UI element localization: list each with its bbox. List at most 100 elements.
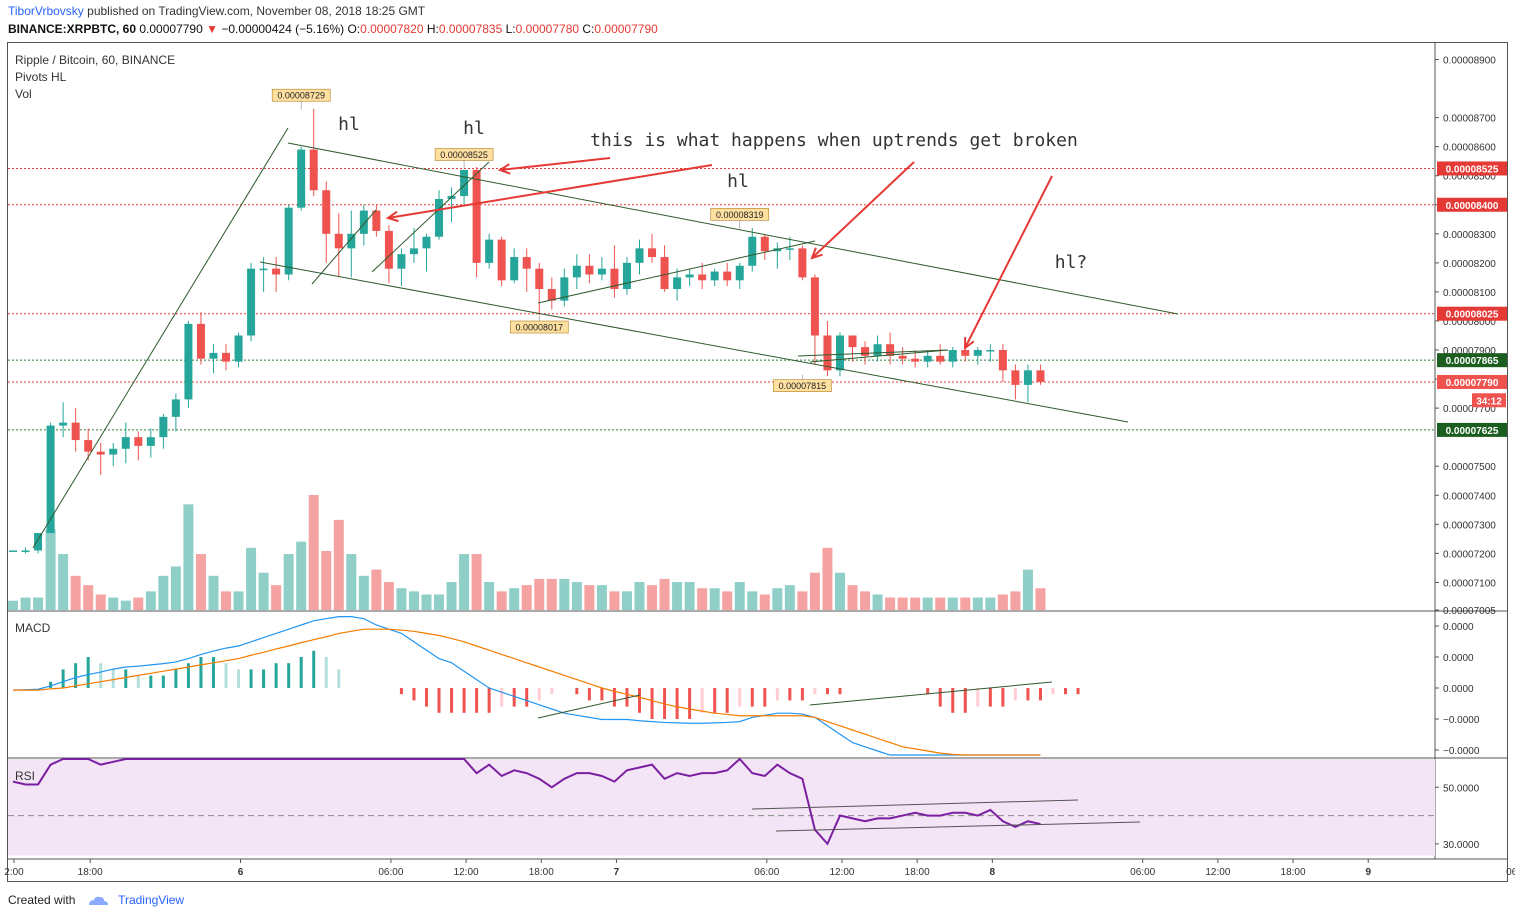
candle-body <box>510 257 519 281</box>
volume-bar <box>559 578 570 610</box>
time-tick-label: 06:00 <box>754 867 779 878</box>
volume-bar <box>484 582 495 610</box>
candle-body <box>986 350 995 352</box>
macd-histogram-bar <box>475 688 479 713</box>
signal-line <box>13 628 1041 756</box>
candle-body <box>973 350 982 356</box>
price-tick-label: 0.00008100 <box>1443 288 1496 299</box>
macd-line <box>12 615 1041 756</box>
macd-histogram-bar <box>124 669 128 688</box>
macd-histogram-bar <box>412 688 416 701</box>
candle-body <box>936 355 945 362</box>
legend-symbol: Ripple / Bitcoin, 60, BINANCE <box>15 53 176 67</box>
time-tick-label: 06:00 <box>1130 867 1155 878</box>
chart-annotation-text: hl? <box>1055 252 1088 273</box>
macd-histogram-bar <box>86 657 90 688</box>
chart-annotation-text: hl <box>463 118 485 139</box>
volume-bar <box>672 582 683 610</box>
macd-histogram-bar <box>437 688 441 713</box>
volume-bar <box>697 588 708 610</box>
volume-bar <box>809 572 820 610</box>
low-value: 0.00007780 <box>515 22 580 36</box>
volume-bar <box>434 594 445 610</box>
volume-bar <box>634 582 645 610</box>
candle-body <box>347 233 356 249</box>
macd-histogram-bar <box>537 688 541 701</box>
price-tick-label: 0.00008900 <box>1443 56 1496 67</box>
volume-bar <box>208 575 219 610</box>
arrow-head <box>385 210 399 223</box>
volume-bar <box>145 591 156 610</box>
price-tick-label: 0.00007100 <box>1443 578 1496 589</box>
volume-bar <box>822 547 833 610</box>
volume-bar <box>120 600 131 610</box>
footer: Created with TradingView <box>8 893 184 907</box>
candle-body <box>159 416 168 438</box>
time-tick-label: 18:00 <box>905 867 930 878</box>
macd-histogram-bar <box>976 688 980 707</box>
rsi-tick-label: 50.0000 <box>1443 783 1480 794</box>
macd-histogram-bar <box>813 688 817 695</box>
volume-bar <box>922 597 933 610</box>
trend-line <box>287 142 1179 315</box>
candle-body <box>497 239 506 281</box>
price-label-text: 0.00007790 <box>1446 378 1499 389</box>
macd-histogram-bar <box>211 657 215 688</box>
volume-bar <box>158 575 169 610</box>
candle-body <box>234 335 243 362</box>
macd-trend-line <box>809 681 1053 706</box>
candle-body <box>96 451 105 455</box>
macd-histogram-bar <box>763 688 767 707</box>
legend-rsi: RSI <box>15 769 36 783</box>
macd-histogram-bar <box>1064 688 1068 695</box>
candle-body <box>21 550 30 552</box>
candle-body <box>247 268 256 336</box>
candle-body <box>59 422 68 426</box>
price-change: −0.00000424 (−5.16%) <box>221 22 345 36</box>
price-label-box <box>1437 374 1507 389</box>
volume-bar <box>58 554 69 610</box>
macd-histogram-bar <box>74 663 78 688</box>
macd-tick-label: 0.0000 <box>1443 622 1474 633</box>
macd-histogram-bar <box>825 688 829 695</box>
trend-line <box>311 209 377 285</box>
candle-body <box>397 254 406 269</box>
rsi-tick-label: 30.0000 <box>1443 840 1480 851</box>
macd-histogram-bar <box>174 669 178 688</box>
macd-histogram-bar <box>625 688 629 707</box>
macd-histogram-bar <box>299 657 303 688</box>
price-label-text: 0.00008525 <box>1446 164 1499 175</box>
macd-histogram-bar <box>399 688 403 695</box>
legend-pivots: Pivots HL <box>15 70 67 84</box>
volume-bar <box>935 597 946 610</box>
volume-bar <box>596 585 607 610</box>
pivot-label: 0.00008729 <box>277 91 325 101</box>
candle-body <box>1011 370 1020 385</box>
volume-bar <box>45 529 56 610</box>
price-label-box <box>1437 197 1507 212</box>
macd-histogram-bar <box>450 688 454 713</box>
macd-histogram-bar <box>136 675 140 688</box>
volume-bar <box>947 597 958 610</box>
macd-histogram-bar <box>424 688 428 707</box>
price-tick-label: 0.00008500 <box>1443 172 1496 183</box>
candle-body <box>422 236 431 249</box>
macd-histogram-bar <box>237 669 241 688</box>
macd-histogram-bar <box>1076 688 1080 695</box>
volume-bar <box>33 597 44 610</box>
macd-histogram-bar <box>951 688 955 713</box>
price-tick-label: 0.00008300 <box>1443 230 1496 241</box>
pivot-label: 0.00008525 <box>440 150 488 160</box>
price-tick-label: 0.00007700 <box>1443 404 1496 415</box>
annotation-arrow <box>811 161 915 259</box>
down-arrow-icon: ▼ <box>206 22 218 36</box>
candle-body <box>648 248 657 258</box>
author-link[interactable]: TiborVrbovsky <box>8 4 84 18</box>
volume-bar <box>358 575 369 610</box>
price-tick-label: 0.00007500 <box>1443 462 1496 473</box>
tradingview-link[interactable]: TradingView <box>118 893 185 907</box>
price-label-box <box>1437 306 1507 321</box>
volume-bar <box>246 547 257 610</box>
volume-bar <box>333 519 344 610</box>
